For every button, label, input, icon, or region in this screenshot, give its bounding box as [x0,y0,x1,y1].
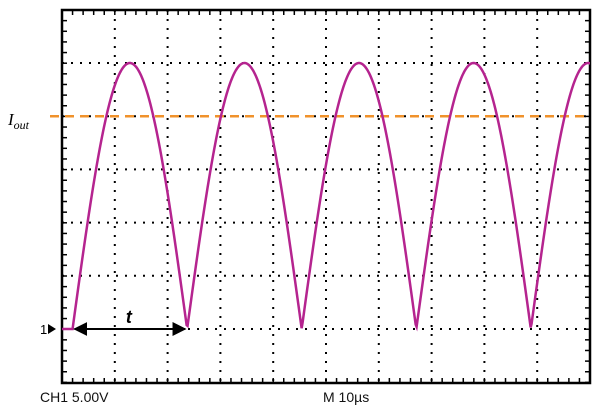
timebase-readout: M 10µs [323,389,369,405]
graticule [61,9,591,384]
ground-marker-label: 1 [40,322,47,337]
iout-label: Iout [7,110,30,132]
waveform-trace [62,61,590,332]
channel-readout: CH1 5.00V [40,389,109,405]
period-label: t [126,307,133,327]
ground-marker-arrow [48,324,56,334]
screen-frame [60,8,592,385]
